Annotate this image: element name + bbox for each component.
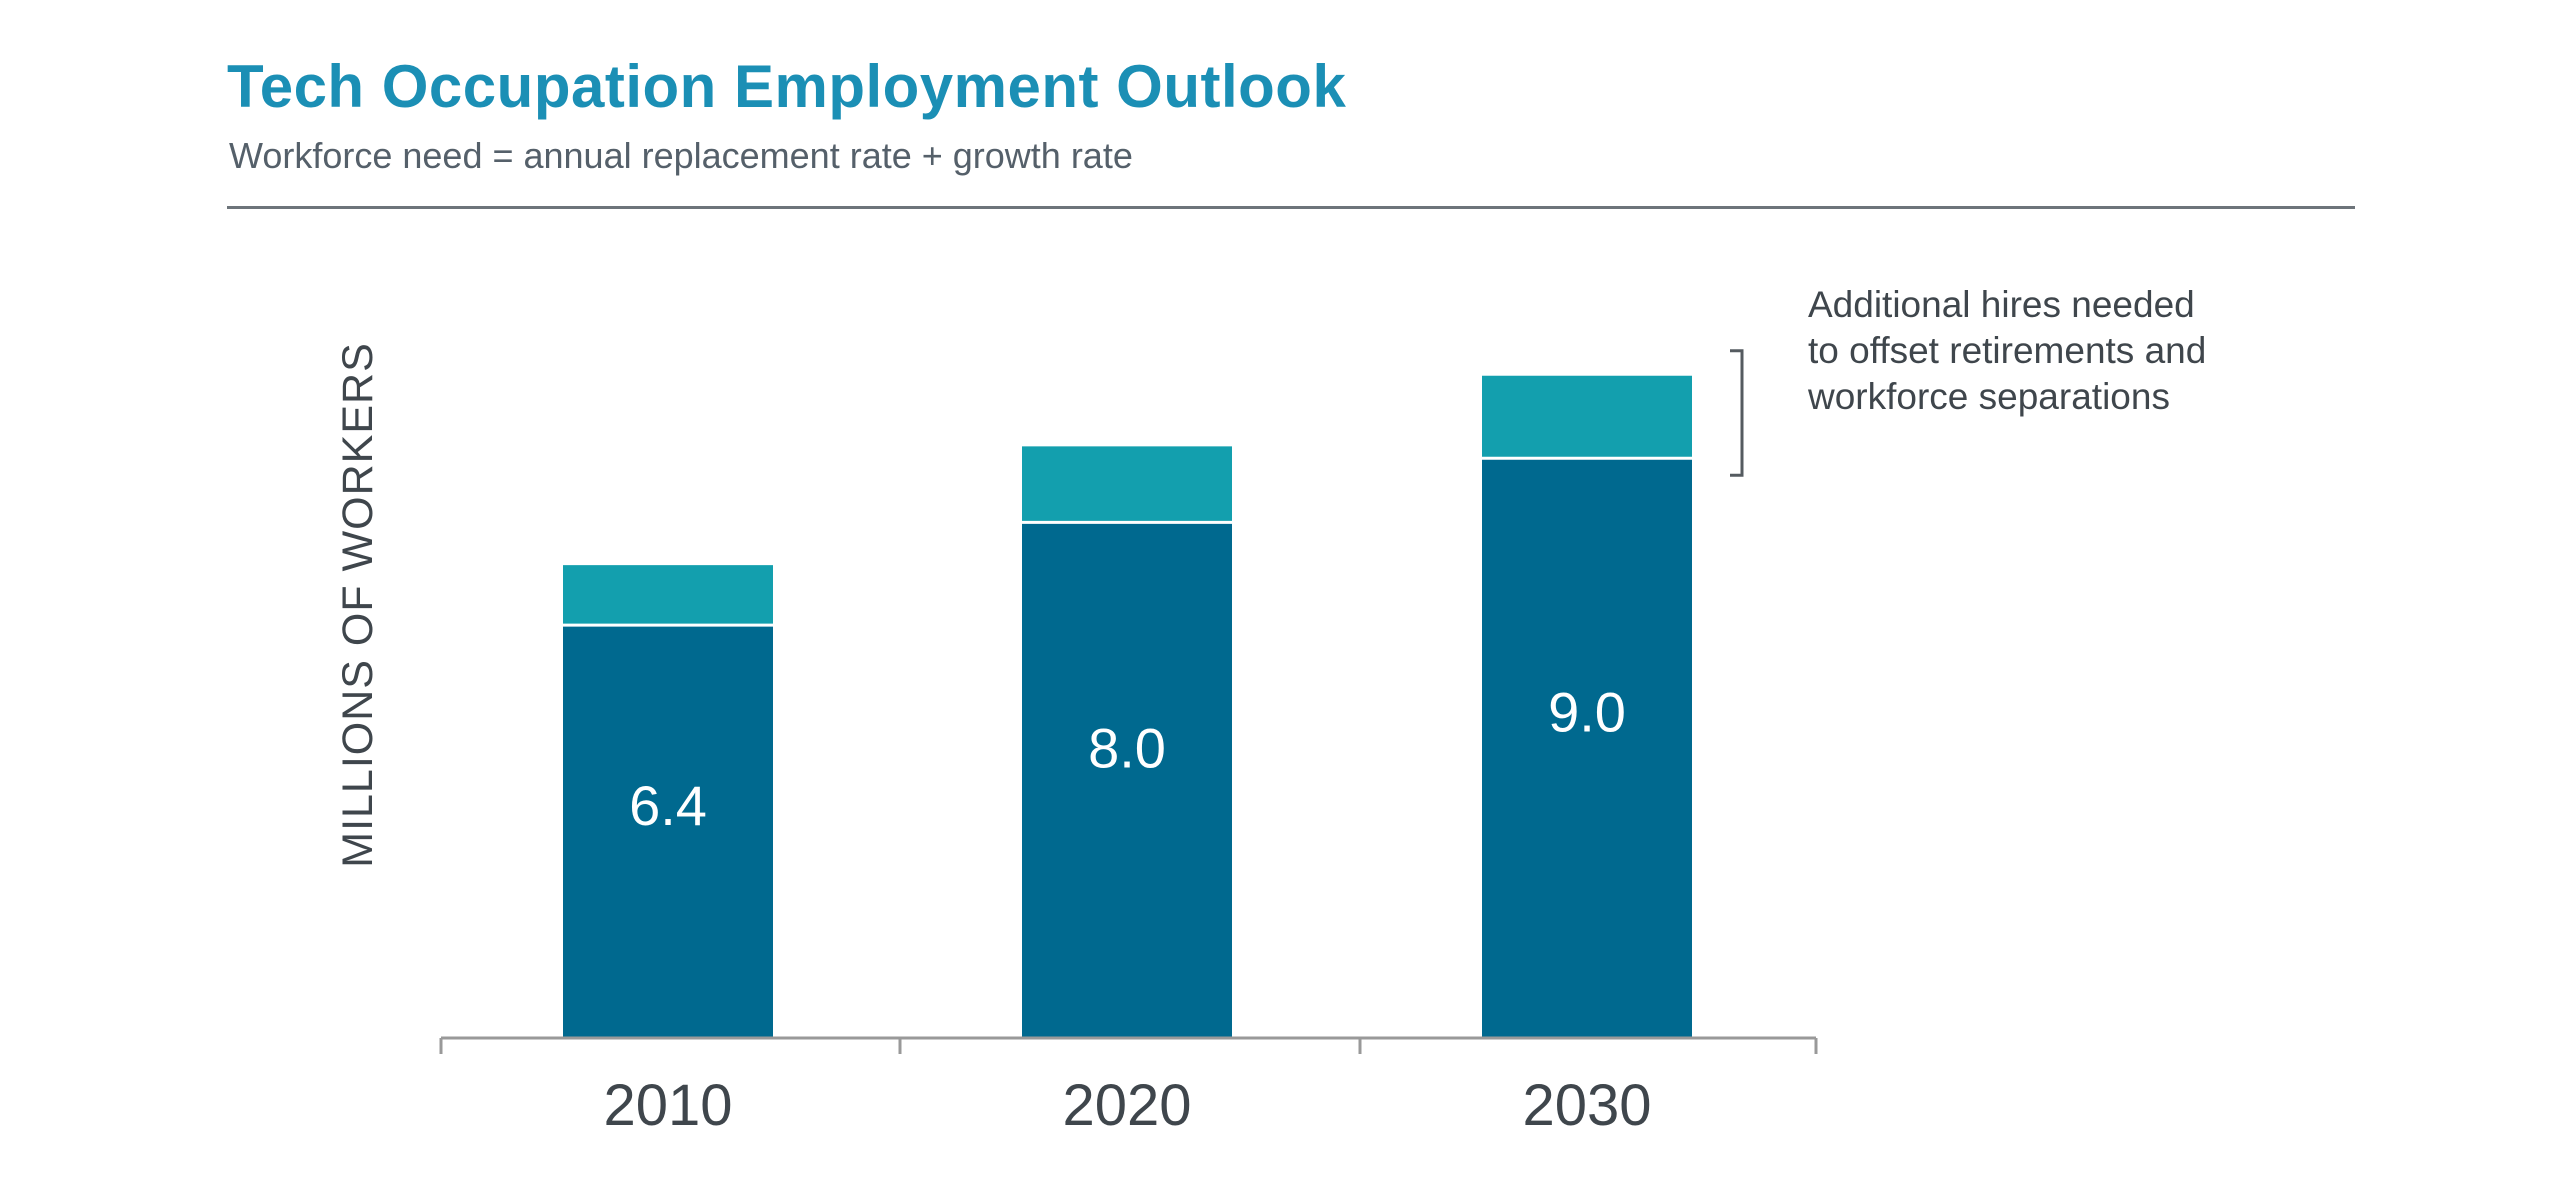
bar-workforce-2020 [1022, 523, 1232, 1037]
data-label-2030: 9.0 [1548, 680, 1626, 743]
bar-additional-hires-2020 [1022, 446, 1232, 522]
bar-workforce-2010 [563, 626, 773, 1037]
x-tick-label-2010: 2010 [603, 1073, 732, 1138]
annotation-additional-hires: Additional hires needed to offset retire… [1808, 284, 2207, 417]
data-label-2020: 8.0 [1088, 716, 1166, 779]
annotation-bracket [1730, 349, 1744, 477]
x-tick-label-2030: 2030 [1522, 1073, 1651, 1138]
x-tick-label-2020: 2020 [1062, 1073, 1191, 1138]
bar-additional-hires-2010 [563, 565, 773, 625]
y-axis-label: MILLIONS OF WORKERS [334, 342, 382, 868]
bar-workforce-2030 [1482, 459, 1692, 1037]
bar-additional-hires-2030 [1482, 375, 1692, 458]
chart-subtitle: Workforce need = annual replacement rate… [229, 135, 1133, 176]
header-divider [227, 206, 2355, 209]
data-label-2010: 6.4 [629, 774, 707, 837]
chart-title: Tech Occupation Employment Outlook [227, 53, 1347, 120]
